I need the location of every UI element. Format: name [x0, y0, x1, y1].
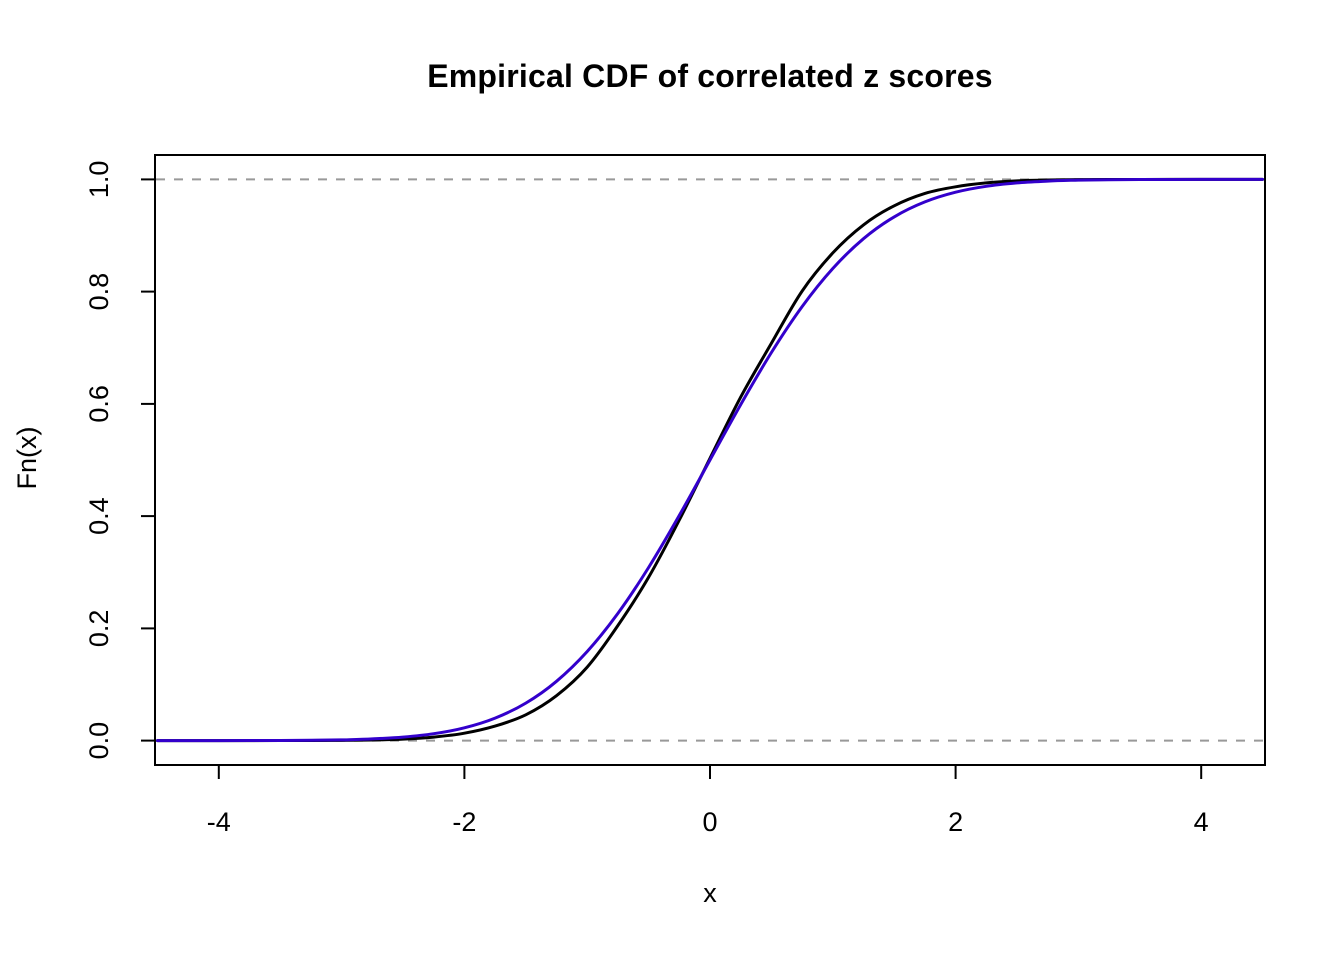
y-tick-label: 0.6: [84, 385, 114, 423]
y-tick-label: 0.0: [84, 722, 114, 760]
x-tick-label: 0: [702, 807, 717, 837]
plot-box: [154, 154, 1266, 766]
x-tick-label: 4: [1194, 807, 1209, 837]
x-tick-label: -2: [452, 807, 476, 837]
y-tick-label: 0.8: [84, 273, 114, 311]
chart-title: Empirical CDF of correlated z scores: [427, 58, 993, 94]
y-tick-label: 1.0: [84, 161, 114, 199]
y-tick-label: 0.4: [84, 497, 114, 535]
x-axis-label: x: [703, 878, 717, 908]
y-tick-label: 0.2: [84, 610, 114, 648]
x-tick-label: 2: [948, 807, 963, 837]
x-tick-label: -4: [207, 807, 231, 837]
standard-normal-cdf-line: [156, 177, 1264, 743]
